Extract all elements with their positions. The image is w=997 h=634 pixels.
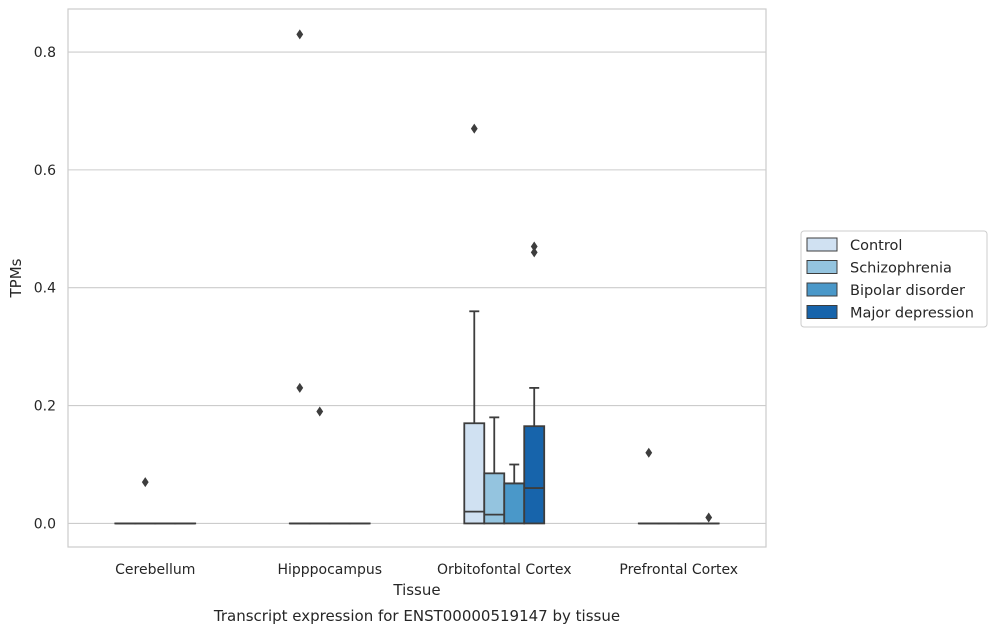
x-axis-title: Tissue — [392, 581, 440, 599]
legend-swatch — [806, 260, 838, 274]
box-body — [523, 425, 546, 525]
legend-swatch — [806, 282, 838, 297]
y-tick-labels: 0.0 0.2 0.4 0.6 0.8 — [34, 45, 56, 532]
legend-swatch — [806, 305, 838, 319]
outlier-point — [296, 29, 304, 40]
outlier-point — [530, 247, 538, 258]
outlier-point — [530, 241, 538, 252]
box — [523, 241, 546, 525]
legend-frame — [800, 230, 988, 328]
box — [697, 512, 720, 525]
x-tick-label: Prefrontal Cortex — [619, 562, 738, 578]
outlier-point — [296, 382, 304, 393]
box — [463, 123, 486, 525]
plot-area-frame — [67, 8, 767, 548]
box-series — [114, 29, 720, 525]
legend-label: Major depression — [850, 306, 974, 322]
outlier-point — [141, 477, 149, 488]
legend-label: Schizophrenia — [850, 261, 952, 277]
y-tick-label: 0.8 — [34, 45, 56, 61]
x-tick-label: Cerebellum — [115, 562, 195, 578]
y-axis-title: TPMs — [7, 258, 25, 298]
legend-label: Control — [850, 238, 902, 254]
chart-caption: Transcript expression for ENST0000051914… — [213, 607, 620, 625]
box-body — [463, 422, 486, 525]
outlier-point — [316, 406, 324, 417]
y-tick-label: 0.4 — [34, 281, 56, 297]
x-tick-label: Hipppocampus — [277, 562, 382, 578]
box — [308, 406, 331, 525]
y-tick-label: 0.6 — [34, 163, 56, 179]
y-tick-label: 0.2 — [34, 399, 56, 415]
outlier-point — [705, 512, 713, 523]
legend-swatch — [806, 237, 838, 252]
box-body — [483, 472, 506, 525]
x-tick-labels: Cerebellum Hipppocampus Orbitofontal Corte… — [115, 562, 738, 578]
box — [637, 447, 660, 525]
outlier-point — [645, 447, 653, 458]
y-tick-label: 0.0 — [34, 516, 56, 532]
box-body — [503, 482, 526, 525]
outlier-point — [470, 123, 478, 134]
legend: Control Schizophrenia Bipolar disorder Majo… — [800, 230, 988, 328]
x-tick-label: Orbitofontal Cortex — [437, 562, 572, 578]
legend-label: Bipolar disorder — [850, 283, 965, 299]
